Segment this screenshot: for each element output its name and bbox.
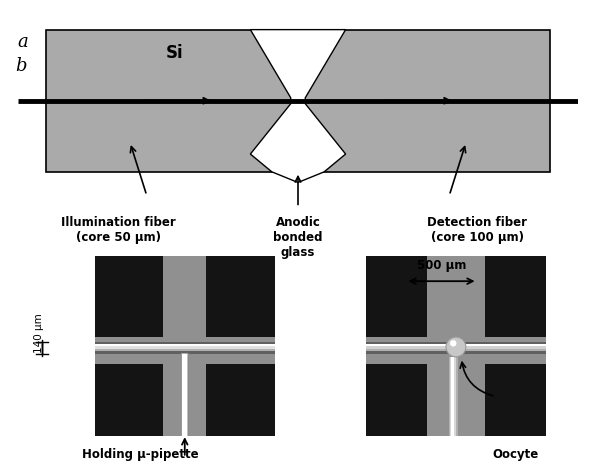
Polygon shape [163, 256, 170, 337]
Bar [366, 349, 546, 351]
Text: Illumination fiber
(core 50 μm): Illumination fiber (core 50 μm) [61, 216, 176, 244]
Polygon shape [477, 364, 485, 436]
Bar [477, 364, 546, 436]
Bar [95, 344, 275, 346]
Text: Anodic
bonded
glass: Anodic bonded glass [273, 216, 323, 259]
Bar [477, 256, 546, 337]
Bar [366, 256, 434, 337]
Text: Detection fiber
(core 100 μm): Detection fiber (core 100 μm) [427, 216, 527, 244]
Text: Si: Si [166, 45, 184, 62]
Bar [95, 346, 275, 349]
Text: 140 μm: 140 μm [34, 314, 44, 354]
Bar [450, 357, 456, 436]
Polygon shape [250, 30, 346, 182]
Polygon shape [427, 256, 434, 337]
Bar [95, 364, 170, 436]
Text: 500 μm: 500 μm [417, 259, 466, 272]
Bar [366, 344, 546, 346]
Bar [199, 364, 275, 436]
Polygon shape [427, 364, 434, 436]
Text: Oocyte: Oocyte [492, 448, 539, 461]
Polygon shape [199, 256, 206, 337]
Text: b: b [15, 57, 26, 75]
Bar [366, 364, 434, 436]
Circle shape [446, 337, 466, 357]
Bar [182, 353, 187, 436]
Bar [95, 341, 275, 354]
Bar [181, 353, 188, 436]
Bar [199, 256, 275, 337]
Polygon shape [163, 364, 170, 436]
Bar [366, 346, 546, 349]
Circle shape [450, 340, 457, 346]
Bar [366, 341, 546, 354]
Bar [95, 349, 275, 351]
Text: Holding μ-pipette: Holding μ-pipette [82, 448, 198, 461]
Text: a: a [18, 33, 29, 51]
Bar [95, 256, 170, 337]
Bar [451, 357, 454, 436]
Polygon shape [477, 256, 485, 337]
Polygon shape [199, 364, 206, 436]
Bar [46, 30, 550, 172]
Bar [449, 357, 458, 436]
Bar [181, 353, 188, 436]
